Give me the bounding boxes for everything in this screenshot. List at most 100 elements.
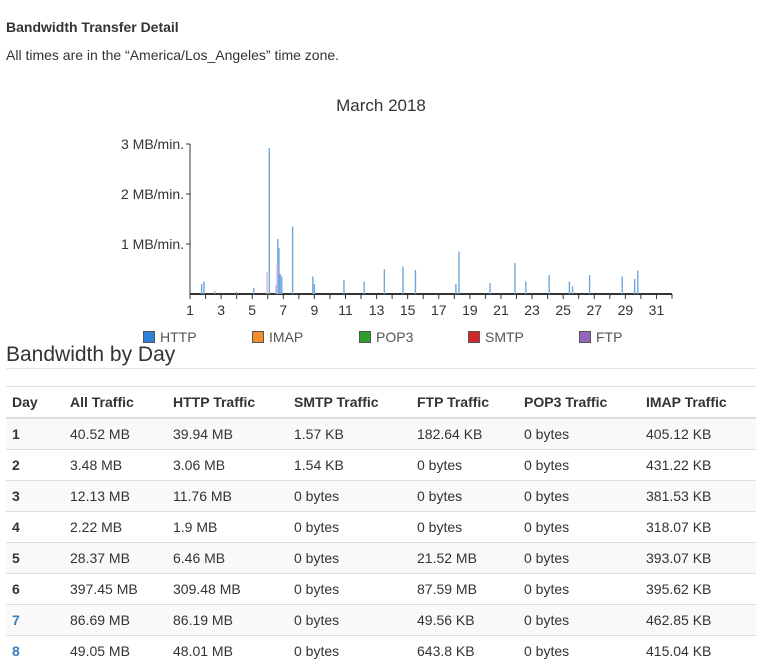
- cell-day: 1: [6, 417, 64, 450]
- cell-day[interactable]: 7: [6, 604, 64, 636]
- cell-all-traffic: 3.48 MB: [64, 449, 167, 481]
- cell-pop3-traffic: 0 bytes: [518, 480, 640, 512]
- cell-pop3-traffic: 0 bytes: [518, 573, 640, 605]
- cell-pop3-traffic: 0 bytes: [518, 417, 640, 450]
- section-title: Bandwidth Transfer Detail: [6, 19, 179, 35]
- cell-ftp-traffic: 0 bytes: [411, 449, 518, 481]
- cell-ftp-traffic: 182.64 KB: [411, 417, 518, 450]
- header-all-traffic: All Traffic: [64, 386, 167, 419]
- cell-imap-traffic: 431.22 KB: [640, 449, 756, 481]
- cell-all-traffic: 28.37 MB: [64, 542, 167, 574]
- cell-all-traffic: 86.69 MB: [64, 604, 167, 636]
- chart-title: March 2018: [336, 96, 426, 115]
- cell-ftp-traffic: 643.8 KB: [411, 635, 518, 666]
- cell-day: 4: [6, 511, 64, 543]
- x-tick-label: 13: [369, 302, 385, 318]
- cell-ftp-traffic: 0 bytes: [411, 480, 518, 512]
- cell-smtp-traffic: 0 bytes: [288, 480, 411, 512]
- table-row: 3 12.13 MB 11.76 MB 0 bytes 0 bytes 0 bytes 38…: [6, 480, 756, 512]
- x-tick-label: 5: [248, 302, 256, 318]
- legend-swatch-imap: [252, 331, 264, 343]
- cell-day[interactable]: 8: [6, 635, 64, 666]
- cell-day: 6: [6, 573, 64, 605]
- legend-label: SMTP: [485, 329, 524, 345]
- cell-pop3-traffic: 0 bytes: [518, 449, 640, 481]
- cell-imap-traffic: 395.62 KB: [640, 573, 756, 605]
- bandwidth-table: Day All Traffic HTTP Traffic SMTP Traffi…: [6, 386, 756, 666]
- y-tick-label: 1 MB/min.: [121, 236, 184, 252]
- header-ftp-traffic: FTP Traffic: [411, 386, 518, 419]
- cell-all-traffic: 49.05 MB: [64, 635, 167, 666]
- x-tick-label: 11: [338, 302, 353, 318]
- x-tick-label: 19: [462, 302, 478, 318]
- x-tick-label: 25: [555, 302, 571, 318]
- x-tick-label: 9: [310, 302, 318, 318]
- timezone-note: All times are in the “America/Los_Angele…: [6, 47, 340, 63]
- legend-swatch-ftp: [579, 331, 591, 343]
- table-row: 5 28.37 MB 6.46 MB 0 bytes 21.52 MB 0 bytes 39…: [6, 542, 756, 574]
- cell-day: 2: [6, 449, 64, 481]
- legend-item-imap: IMAP: [252, 328, 303, 346]
- table-row: 4 2.22 MB 1.9 MB 0 bytes 0 bytes 0 bytes 318.0…: [6, 511, 756, 543]
- legend-swatch-pop3: [359, 331, 371, 343]
- legend-label: POP3: [376, 329, 414, 345]
- cell-imap-traffic: 405.12 KB: [640, 417, 756, 450]
- legend-swatch-http: [143, 331, 155, 343]
- x-tick-label: 27: [586, 302, 602, 318]
- y-tick-label: 3 MB/min.: [121, 136, 184, 152]
- cell-pop3-traffic: 0 bytes: [518, 604, 640, 636]
- legend-label: IMAP: [269, 329, 304, 345]
- cell-http-traffic: 309.48 MB: [167, 573, 288, 605]
- cell-day: 5: [6, 542, 64, 574]
- cell-day: 3: [6, 480, 64, 512]
- legend-item-http: HTTP: [143, 328, 197, 346]
- cell-http-traffic: 3.06 MB: [167, 449, 288, 481]
- day-link[interactable]: 7: [12, 612, 20, 628]
- bandwidth-chart: March 2018 1 MB/min. 2 MB/min. 3 MB/min. 1 3 5…: [0, 88, 758, 353]
- x-tick-label: 23: [524, 302, 540, 318]
- cell-imap-traffic: 415.04 KB: [640, 635, 756, 666]
- cell-pop3-traffic: 0 bytes: [518, 511, 640, 543]
- cell-pop3-traffic: 0 bytes: [518, 542, 640, 574]
- cell-http-traffic: 11.76 MB: [167, 480, 288, 512]
- table-body: 1 40.52 MB 39.94 MB 1.57 KB 182.64 KB 0 bytes…: [6, 417, 756, 666]
- x-tick-label: 15: [400, 302, 416, 318]
- table-row: 6 397.45 MB 309.48 MB 0 bytes 87.59 MB 0 byte…: [6, 573, 756, 605]
- y-tick-label: 2 MB/min.: [121, 186, 184, 202]
- legend-swatch-smtp: [468, 331, 480, 343]
- cell-ftp-traffic: 49.56 KB: [411, 604, 518, 636]
- day-link[interactable]: 8: [12, 643, 20, 659]
- cell-http-traffic: 1.9 MB: [167, 511, 288, 543]
- cell-smtp-traffic: 0 bytes: [288, 635, 411, 666]
- x-tick-label: 21: [493, 302, 509, 318]
- x-tick-label: 17: [431, 302, 447, 318]
- table-row: 8 49.05 MB 48.01 MB 0 bytes 643.8 KB 0 bytes 4…: [6, 635, 756, 666]
- cell-all-traffic: 397.45 MB: [64, 573, 167, 605]
- chart-svg: March 2018 1 MB/min. 2 MB/min. 3 MB/min. 1 3 5…: [121, 96, 673, 318]
- bandwidth-by-day-heading: Bandwidth by Day: [6, 343, 176, 366]
- table-row: 7 86.69 MB 86.19 MB 0 bytes 49.56 KB 0 bytes 4…: [6, 604, 756, 636]
- table-header-row: Day All Traffic HTTP Traffic SMTP Traffi…: [6, 386, 756, 419]
- x-tick-label: 7: [279, 302, 287, 318]
- cell-ftp-traffic: 0 bytes: [411, 511, 518, 543]
- cell-imap-traffic: 381.53 KB: [640, 480, 756, 512]
- header-smtp-traffic: SMTP Traffic: [288, 386, 411, 419]
- header-day: Day: [6, 386, 64, 419]
- header-http-traffic: HTTP Traffic: [167, 386, 288, 419]
- x-tick-label: 29: [618, 302, 634, 318]
- cell-smtp-traffic: 1.57 KB: [288, 417, 411, 450]
- x-tick-label: 31: [649, 302, 665, 318]
- cell-imap-traffic: 462.85 KB: [640, 604, 756, 636]
- table-row: 2 3.48 MB 3.06 MB 1.54 KB 0 bytes 0 bytes 431.…: [6, 449, 756, 481]
- cell-ftp-traffic: 87.59 MB: [411, 573, 518, 605]
- cell-smtp-traffic: 1.54 KB: [288, 449, 411, 481]
- cell-all-traffic: 12.13 MB: [64, 480, 167, 512]
- cell-http-traffic: 48.01 MB: [167, 635, 288, 666]
- legend-label: FTP: [596, 329, 623, 345]
- cell-all-traffic: 2.22 MB: [64, 511, 167, 543]
- legend-label: HTTP: [160, 329, 197, 345]
- cell-smtp-traffic: 0 bytes: [288, 573, 411, 605]
- header-imap-traffic: IMAP Traffic: [640, 386, 756, 419]
- cell-http-traffic: 39.94 MB: [167, 417, 288, 450]
- cell-all-traffic: 40.52 MB: [64, 417, 167, 450]
